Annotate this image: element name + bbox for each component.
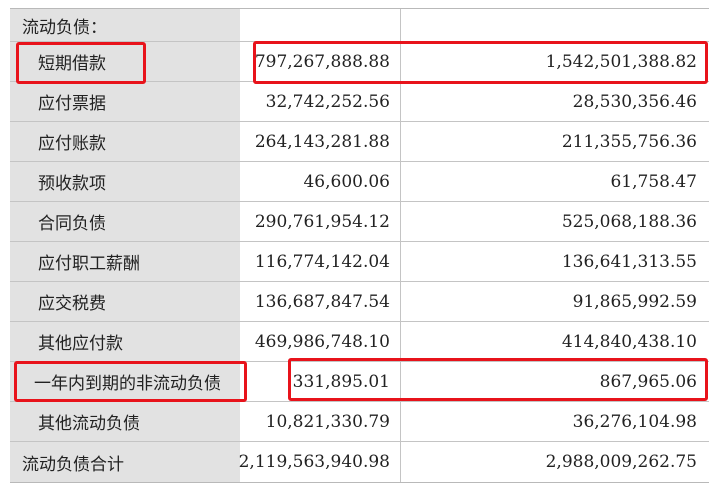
- row-value-1: 46,600.06: [303, 171, 390, 192]
- table-row: 一年内到期的非流动负债 331,895.01 867,965.06: [10, 361, 709, 401]
- row-value-2: 525,068,188.36: [400, 202, 709, 241]
- row-label: 其他流动负债: [10, 402, 240, 441]
- row-value-2: 211,355,756.36: [400, 122, 709, 161]
- row-value-2: 867,965.06: [400, 362, 709, 401]
- liabilities-table: 流动负债： 短期借款 797,267,888.88 1,542,501,388.…: [10, 8, 709, 483]
- table-row: 其他应付款 469,986,748.10 414,840,438.10: [10, 321, 709, 361]
- row-value-1: 290,761,954.12: [254, 211, 390, 232]
- row-value-2: 28,530,356.46: [400, 82, 709, 121]
- row-label: 应付票据: [10, 82, 240, 121]
- row-value-1: 797,267,888.88: [254, 51, 390, 72]
- total-row: 流动负债合计 2,119,563,940.98 2,988,009,262.75: [10, 441, 709, 482]
- highlight-box-short-term-loans-values: [253, 41, 708, 84]
- row-value-2: 61,758.47: [400, 162, 709, 201]
- highlight-box-current-portion-values: [288, 358, 708, 401]
- table-row: 应付账款 264,143,281.88 211,355,756.36: [10, 121, 709, 161]
- row-label: 应付账款: [10, 122, 240, 161]
- row-value-1: 331,895.01: [292, 371, 390, 392]
- total-value-2: 2,988,009,262.75: [400, 442, 709, 482]
- total-value-1: 2,119,563,940.98: [238, 452, 390, 472]
- row-value-1: 32,742,252.56: [265, 91, 390, 112]
- row-value-2: 136,641,313.55: [400, 242, 709, 281]
- row-value-2: 1,542,501,388.82: [400, 42, 709, 81]
- table-row: 短期借款 797,267,888.88 1,542,501,388.82: [10, 41, 709, 81]
- row-value-1: 136,687,847.54: [254, 291, 390, 312]
- row-value-1: 116,774,142.04: [254, 251, 390, 272]
- row-label: 一年内到期的非流动负债: [10, 362, 240, 401]
- row-label: 应付职工薪酬: [10, 242, 240, 281]
- total-label: 流动负债合计: [10, 442, 240, 482]
- row-value-1: 10,821,330.79: [265, 411, 390, 432]
- row-value-2: 36,276,104.98: [400, 402, 709, 441]
- row-label: 短期借款: [10, 42, 240, 81]
- row-label: 其他应付款: [10, 322, 240, 361]
- row-value-1: 264,143,281.88: [254, 131, 390, 152]
- header-value-1: [240, 9, 400, 41]
- table-row: 其他流动负债 10,821,330.79 36,276,104.98: [10, 401, 709, 441]
- row-value-1: 469,986,748.10: [254, 331, 390, 352]
- row-label: 应交税费: [10, 282, 240, 321]
- row-value-2: 414,840,438.10: [400, 322, 709, 361]
- table-row: 预收款项 46,600.06 61,758.47: [10, 161, 709, 201]
- highlight-box-short-term-loans-label: [16, 42, 146, 84]
- section-header-row: 流动负债：: [10, 9, 709, 41]
- header-value-2: [400, 9, 709, 41]
- highlight-box-current-portion-label: [14, 361, 247, 402]
- table-row: 应付职工薪酬 116,774,142.04 136,641,313.55: [10, 241, 709, 281]
- table-row: 应交税费 136,687,847.54 91,865,992.59: [10, 281, 709, 321]
- row-value-2: 91,865,992.59: [400, 282, 709, 321]
- section-header: 流动负债：: [10, 9, 240, 41]
- table-row: 合同负债 290,761,954.12 525,068,188.36: [10, 201, 709, 241]
- row-label: 预收款项: [10, 162, 240, 201]
- row-label: 合同负债: [10, 202, 240, 241]
- table-row: 应付票据 32,742,252.56 28,530,356.46: [10, 81, 709, 121]
